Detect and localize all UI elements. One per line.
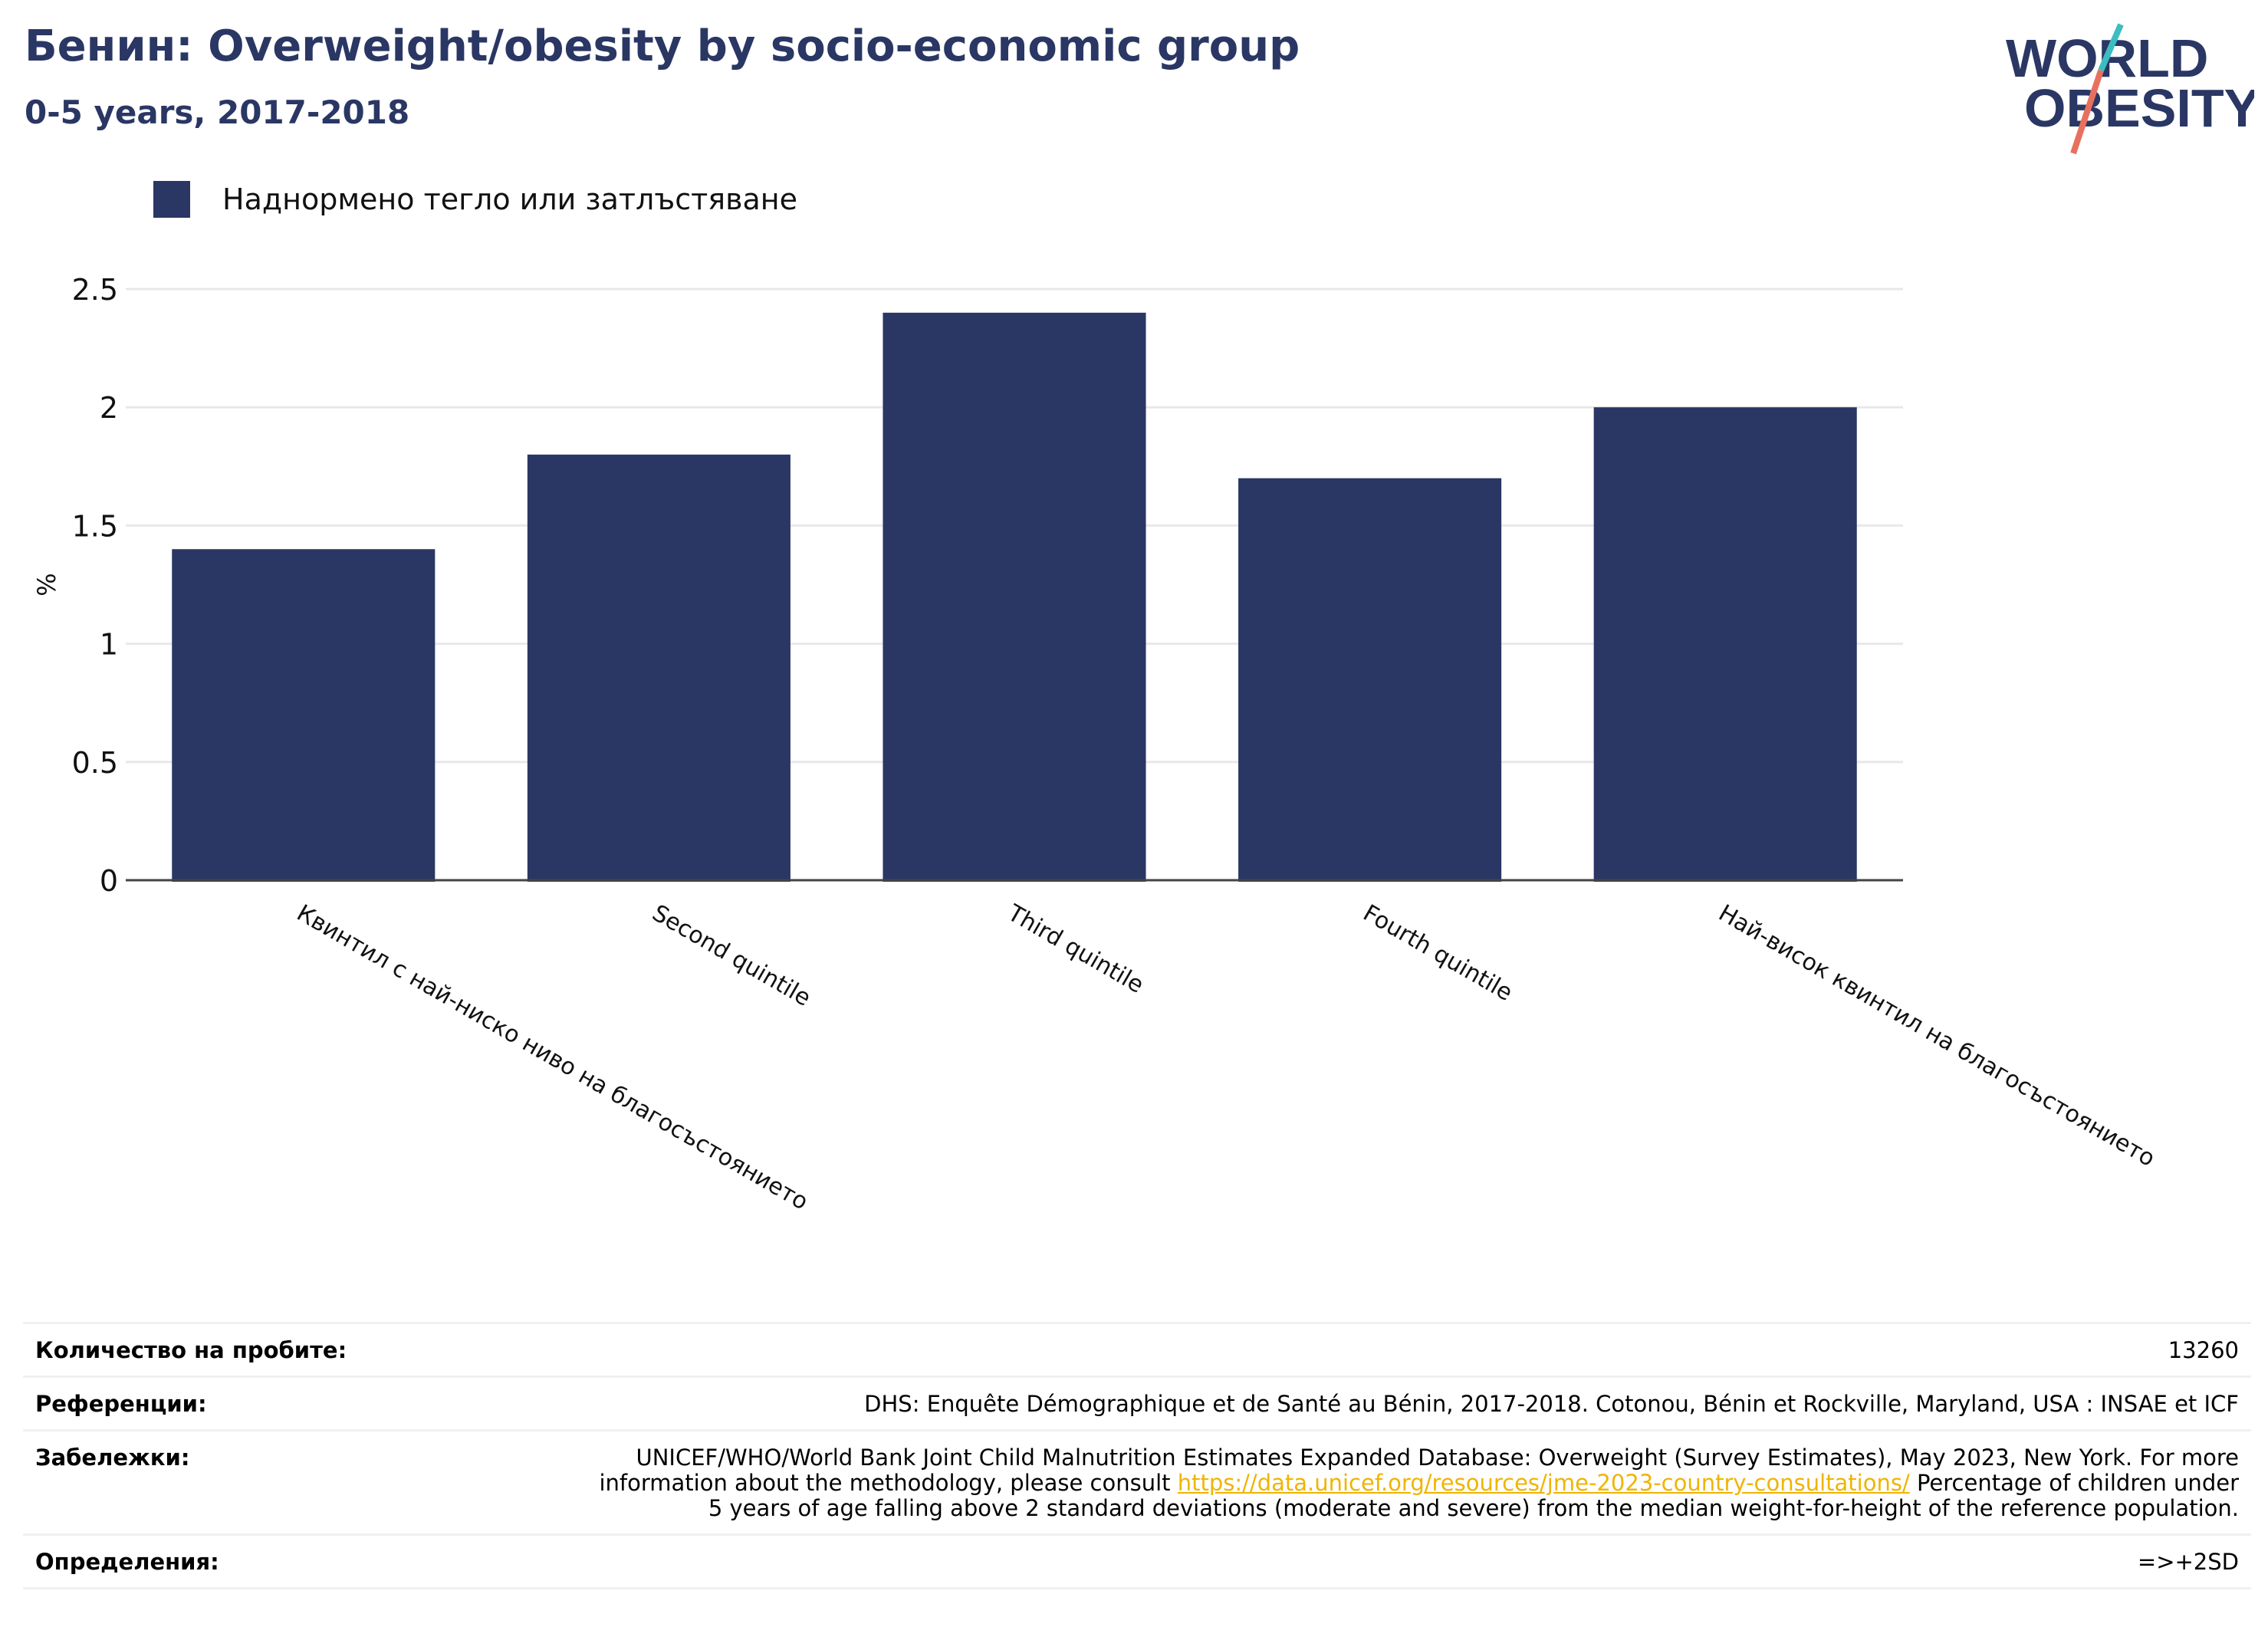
y-tick-label: 0: [100, 864, 118, 898]
chart-subtitle: 0-5 years, 2017-2018: [25, 94, 410, 131]
definitions-label: Определения:: [35, 1549, 219, 1575]
sample-size-value: 13260: [2168, 1337, 2239, 1363]
meta-row-notes: Забележки: UNICEF/WHO/World Bank Joint C…: [23, 1429, 2251, 1533]
references-label: Референции:: [35, 1391, 207, 1417]
y-tick-label: 2: [100, 391, 118, 425]
x-tick-label: Second quintile: [648, 899, 816, 1011]
y-tick-label: 1: [100, 628, 118, 662]
metadata-table: Количество на пробите: 13260 Референции:…: [23, 1322, 2251, 1589]
bar: [883, 312, 1146, 883]
x-tick-label: Най-висок квинтил на благосъстоянието: [1714, 899, 2159, 1172]
bar: [172, 549, 436, 882]
legend-label: Наднормено тегло или затлъстяване: [222, 182, 797, 216]
notes-text-before: UNICEF/WHO/World Bank Joint Child Malnut…: [599, 1445, 2239, 1496]
definitions-value: =>+2SD: [2137, 1549, 2239, 1575]
y-tick-label: 1.5: [72, 509, 118, 543]
notes-value: UNICEF/WHO/World Bank Joint Child Malnut…: [590, 1445, 2239, 1521]
notes-text-after: Percentage of children under 5 years of …: [708, 1470, 2239, 1521]
references-value: DHS: Enquête Démographique et de Santé a…: [864, 1391, 2239, 1417]
bar-chart: 00.511.522.5%Квинтил с най-ниско ниво на…: [32, 273, 2159, 1215]
chart-title: Бенин: Overweight/obesity by socio-econo…: [25, 21, 1300, 71]
notes-label: Забележки:: [35, 1445, 190, 1471]
y-axis-label: %: [32, 573, 61, 596]
meta-row-references: Референции: DHS: Enquête Démographique e…: [23, 1376, 2251, 1429]
sample-size-label: Количество на пробите:: [35, 1337, 347, 1363]
legend: Наднормено тегло или затлъстяване: [153, 178, 797, 221]
logo-teal-slash: [2098, 23, 2124, 72]
meta-row-definitions: Определения: =>+2SD: [23, 1533, 2251, 1589]
x-tick-label: Fourth quintile: [1359, 899, 1517, 1007]
bar: [527, 454, 791, 882]
logo-text-obesity: OBESITY: [2024, 78, 2254, 138]
bar: [1238, 478, 1502, 882]
legend-swatch: [153, 181, 190, 218]
world-obesity-logo: WORLD OBESITY: [2006, 23, 2254, 155]
logo-coral-slash: [2070, 69, 2104, 155]
methodology-link[interactable]: https://data.unicef.org/resources/jme-20…: [1177, 1470, 1910, 1496]
y-tick-label: 0.5: [72, 746, 118, 780]
y-tick-label: 2.5: [72, 273, 118, 307]
meta-row-sample: Количество на пробите: 13260: [23, 1322, 2251, 1376]
x-tick-label: Third quintile: [1002, 899, 1148, 999]
bar: [1593, 407, 1857, 882]
